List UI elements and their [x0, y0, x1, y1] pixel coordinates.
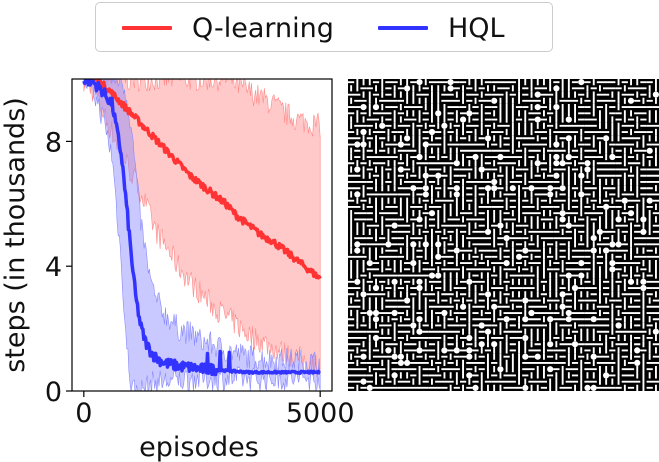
series-layer [82, 79, 322, 391]
series-line-hql [82, 79, 322, 377]
x-tick-label: 0 [75, 398, 92, 429]
y-tick-label: 0 [45, 377, 62, 408]
x-tick-label: 5000 [286, 398, 355, 429]
series-band-hql [84, 79, 321, 391]
legend-swatch-q-learning [122, 26, 172, 30]
legend-entry-hql: HQL [378, 3, 505, 53]
plot-frame [71, 78, 333, 392]
y-tick-label: 8 [45, 127, 62, 158]
maze-background [348, 79, 659, 391]
legend-label-q-learning: Q-learning [192, 12, 334, 44]
legend-swatch-hql [378, 26, 428, 30]
maze-image [348, 78, 659, 391]
line-chart: 0 5000 0 4 8 episodes steps (in thousands) [0, 78, 355, 462]
x-axis-label: episodes [139, 432, 259, 462]
maze-paths [348, 78, 659, 391]
maze-grid [348, 78, 659, 391]
legend-entry-q-learning: Q-learning [122, 3, 334, 53]
y-axis-label: steps (in thousands) [0, 97, 31, 373]
y-tick-label: 4 [45, 252, 62, 283]
series-line-q-learning [82, 79, 322, 280]
legend-label-hql: HQL [448, 12, 505, 44]
legend: Q-learning HQL [95, 2, 553, 52]
